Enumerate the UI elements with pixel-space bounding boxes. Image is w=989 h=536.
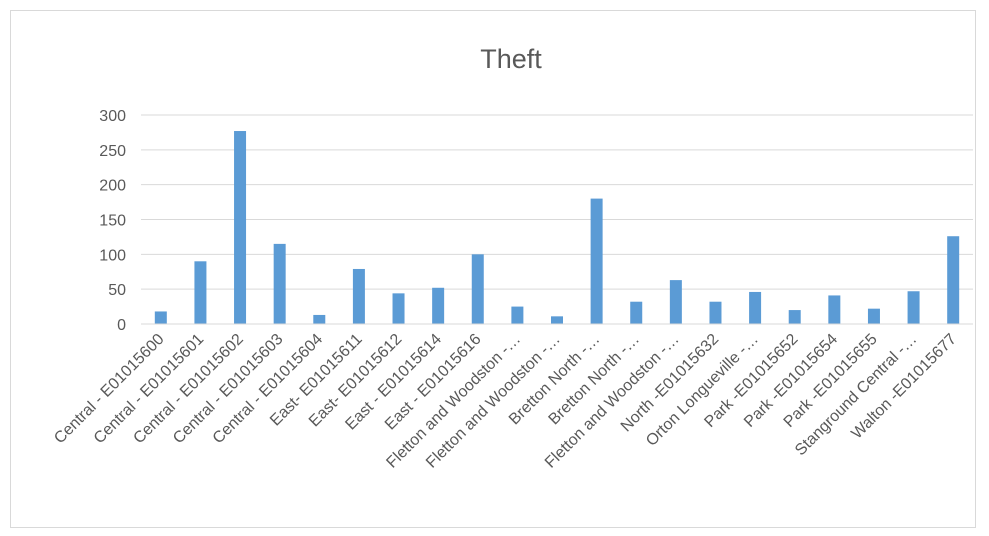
y-tick-label: 50 bbox=[108, 282, 126, 299]
y-tick-label: 250 bbox=[99, 143, 126, 160]
y-tick-label: 100 bbox=[99, 247, 126, 264]
bar bbox=[432, 287, 445, 324]
bar bbox=[947, 236, 960, 324]
bar-chart: Theft 0 50 100 150 200 250 300 Central - E0101… bbox=[51, 44, 973, 472]
y-tick-label: 0 bbox=[117, 317, 126, 334]
bar bbox=[630, 301, 643, 324]
bar bbox=[392, 293, 405, 324]
bar bbox=[788, 310, 801, 324]
bar bbox=[154, 311, 167, 324]
chart-title: Theft bbox=[480, 44, 542, 74]
bar bbox=[511, 306, 524, 324]
bar bbox=[352, 268, 365, 324]
bar bbox=[867, 308, 880, 324]
bars bbox=[154, 131, 960, 324]
y-tick-label: 200 bbox=[99, 178, 126, 195]
bar bbox=[828, 295, 841, 324]
bar bbox=[669, 280, 682, 324]
bar bbox=[749, 291, 762, 324]
y-tick-label: 150 bbox=[99, 213, 126, 230]
y-tick-label: 300 bbox=[99, 108, 126, 125]
bar bbox=[551, 316, 563, 324]
bar bbox=[194, 261, 207, 324]
bar bbox=[590, 198, 603, 324]
bar bbox=[709, 301, 722, 324]
y-axis-ticks: 0 50 100 150 200 250 300 bbox=[99, 108, 126, 334]
chart-container: Theft 0 50 100 150 200 250 300 Central - E0101… bbox=[10, 10, 976, 528]
bar bbox=[907, 291, 920, 324]
bar bbox=[313, 314, 326, 324]
bar bbox=[234, 131, 247, 324]
gridlines bbox=[141, 114, 973, 290]
bar bbox=[471, 254, 484, 324]
bar bbox=[273, 243, 286, 324]
